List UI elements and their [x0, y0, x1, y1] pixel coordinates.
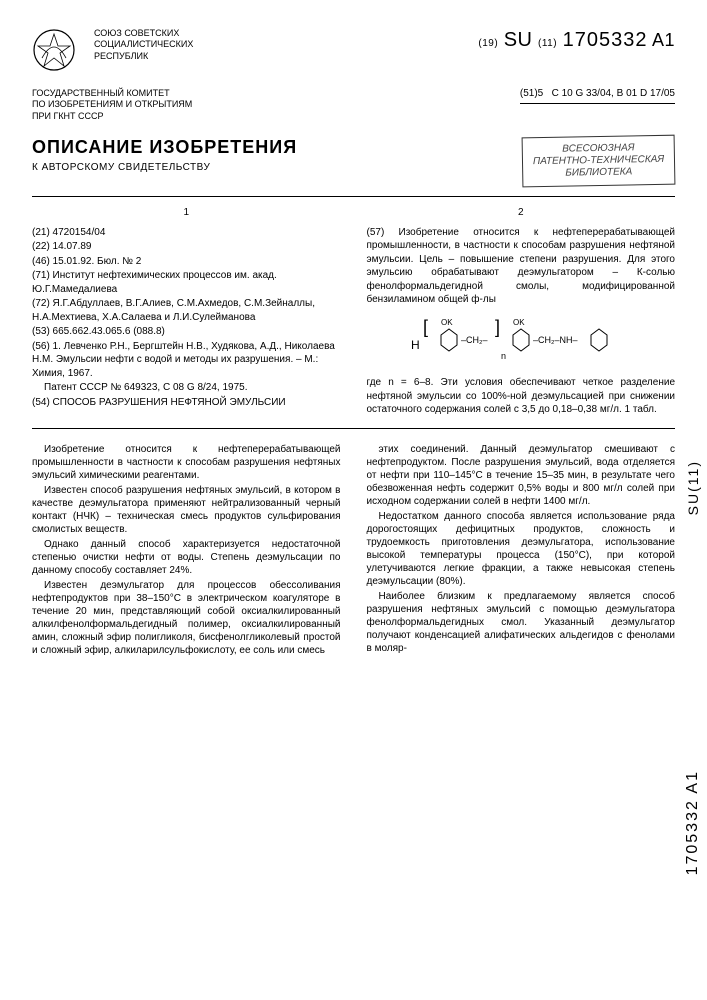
header-row-2: ГОСУДАРСТВЕННЫЙ КОМИТЕТ ПО ИЗОБРЕТЕНИЯМ …	[32, 88, 675, 122]
side-label-number: 1705332 A1	[683, 770, 703, 875]
field-54: (54) СПОСОБ РАЗРУШЕНИЯ НЕФТЯНОЙ ЭМУЛЬСИИ	[32, 396, 341, 410]
library-stamp: ВСЕСОЮЗНАЯ ПАТЕНТНО-ТЕХНИЧЕСКАЯ БИБЛИОТЕ…	[521, 134, 675, 187]
ipc-codes: C 10 G 33/04, B 01 D 17/05	[552, 88, 675, 99]
stamp-line-2: ПАТЕНТНО-ТЕХНИЧЕСКАЯ	[533, 154, 664, 168]
field-71: (71) Институт нефтехимических процессов …	[32, 269, 341, 296]
body-columns: Изобретение относится к нефтеперерабатыв…	[32, 443, 675, 659]
svg-text:n: n	[501, 351, 506, 361]
para-5: этих соединений. Данный деэмульгатор сме…	[367, 443, 676, 508]
field-19: (19)	[478, 38, 498, 49]
country-name: СОЮЗ СОВЕТСКИХ СОЦИАЛИСТИЧЕСКИХ РЕСПУБЛИ…	[94, 28, 193, 72]
field-22: (22) 14.07.89	[32, 240, 341, 254]
para-1: Изобретение относится к нефтеперерабатыв…	[32, 443, 341, 482]
column-number-1: 1	[32, 207, 341, 220]
field-11: (11)	[538, 38, 557, 49]
svg-text:–CH₂–: –CH₂–	[461, 335, 488, 345]
body-column-right: этих соединений. Данный деэмульгатор сме…	[367, 443, 676, 659]
biblio-columns: 1 (21) 4720154/04 (22) 14.07.89 (46) 15.…	[32, 207, 675, 418]
para-7: Наиболее близким к предлагаемому являетс…	[367, 590, 676, 655]
svg-text:H: H	[411, 338, 420, 352]
horizontal-rule	[32, 196, 675, 197]
document-title: ОПИСАНИЕ ИЗОБРЕТЕНИЯ	[32, 136, 297, 159]
patent-number: 1705332	[563, 29, 648, 51]
svg-text:OK: OK	[513, 318, 525, 327]
field-21: (21) 4720154/04	[32, 226, 341, 240]
field-56: (56) 1. Левченко Р.Н., Бергштейн Н.В., Х…	[32, 340, 341, 381]
publication-number-block: (19) SU (11) 1705332 A1	[478, 28, 675, 72]
column-number-2: 2	[367, 207, 676, 220]
committee-name: ГОСУДАРСТВЕННЫЙ КОМИТЕТ ПО ИЗОБРЕТЕНИЯМ …	[32, 88, 192, 122]
side-label-su: SU(11)	[685, 460, 703, 515]
header-row: СОЮЗ СОВЕТСКИХ СОЦИАЛИСТИЧЕСКИХ РЕСПУБЛИ…	[32, 28, 675, 72]
svg-text:]: ]	[495, 317, 500, 337]
state-emblem	[32, 28, 76, 72]
ipc-prefix: (51)5	[520, 88, 543, 99]
horizontal-rule-2	[32, 428, 675, 429]
para-6: Недостатком данного способа является исп…	[367, 510, 676, 588]
chemical-formula: H [ OK –CH₂– ] n OK –CH₂–NH–	[367, 315, 676, 376]
biblio-right: (57) Изобретение относится к нефтеперера…	[367, 226, 676, 417]
para-3: Однако данный способ характеризуется нед…	[32, 538, 341, 577]
document-subtitle: К АВТОРСКОМУ СВИДЕТЕЛЬСТВУ	[32, 162, 297, 175]
kind-code: A1	[652, 30, 675, 50]
field-57: (57) Изобретение относится к нефтеперера…	[367, 226, 676, 307]
country-code: SU	[504, 29, 533, 51]
svg-text:–CH₂–NH–: –CH₂–NH–	[533, 335, 578, 345]
svg-text:[: [	[423, 317, 428, 337]
svg-text:OK: OK	[441, 318, 453, 327]
biblio-left: (21) 4720154/04 (22) 14.07.89 (46) 15.01…	[32, 226, 341, 410]
field-53: (53) 665.662.43.065.6 (088.8)	[32, 325, 341, 339]
para-2: Известен способ разрушения нефтяных эмул…	[32, 484, 341, 536]
field-56b: Патент СССР № 649323, С 08 G 8/24, 1975.	[32, 381, 341, 395]
ipc-block: (51)5 C 10 G 33/04, B 01 D 17/05	[520, 88, 675, 122]
title-row: ОПИСАНИЕ ИЗОБРЕТЕНИЯ К АВТОРСКОМУ СВИДЕТ…	[32, 136, 675, 186]
field-72: (72) Я.Г.Абдуллаев, В.Г.Алиев, С.М.Ахмед…	[32, 297, 341, 324]
field-57b: где n = 6–8. Эти условия обеспечивают че…	[367, 376, 676, 417]
para-4: Известен деэмульгатор для процессов обес…	[32, 579, 341, 657]
field-46: (46) 15.01.92. Бюл. № 2	[32, 255, 341, 269]
body-column-left: Изобретение относится к нефтеперерабатыв…	[32, 443, 341, 659]
